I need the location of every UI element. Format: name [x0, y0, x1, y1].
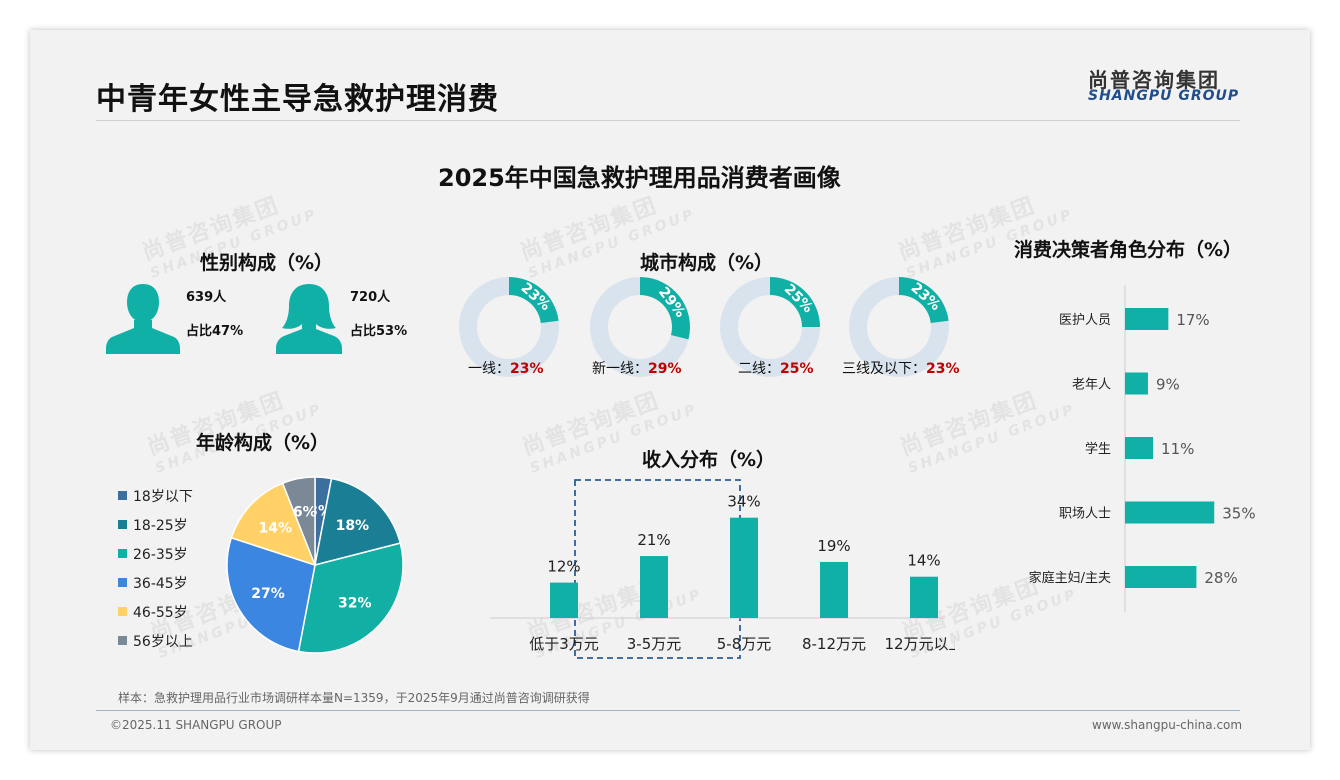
- income-bar: [910, 576, 938, 618]
- female-count: 720人: [350, 290, 391, 305]
- income-title: 收入分布（%）: [642, 449, 776, 471]
- income-value-label: 14%: [907, 552, 940, 570]
- page-title: 中青年女性主导急救护理消费: [96, 82, 499, 117]
- age-pie-slice: [226, 536, 316, 653]
- watermark: 尚普咨询集团 SHANGPU GROUP: [895, 193, 1077, 282]
- city-ring-segment: [509, 277, 559, 323]
- slide: 尚普咨询集团 SHANGPU GROUP 尚普咨询集团 SHANGPU GROUP …: [30, 30, 1310, 750]
- role-category-label: 医护人员: [1059, 313, 1111, 328]
- sample-note: 样本：急救护理用品行业市场调研样本量N=1359，于2025年9月通过尚普咨询调…: [118, 691, 590, 705]
- watermark: 尚普咨询集团 SHANGPU GROUP: [144, 388, 326, 477]
- footer-copyright: ©2025.11 SHANGPU GROUP: [110, 718, 282, 732]
- income-category-label: 12万元以上: [884, 635, 955, 653]
- legend-label: 18岁以下: [133, 488, 193, 505]
- male-share: 占比47%: [186, 324, 244, 339]
- city-label-4: 三线及以下：23%: [842, 361, 960, 377]
- role-bar: [1125, 501, 1215, 524]
- city-label-1: 一线：23%: [468, 361, 544, 377]
- footer-divider: [96, 710, 1240, 711]
- role-title: 消费决策者角色分布（%）: [1014, 239, 1243, 261]
- role-bar: [1125, 437, 1154, 459]
- role-value-label: 17%: [1176, 311, 1209, 329]
- role-category-label: 学生: [1085, 441, 1111, 457]
- legend-label: 46-55岁: [133, 604, 188, 621]
- male-count: 639人: [186, 290, 227, 305]
- age-legend-item: 18岁以下: [118, 481, 193, 510]
- age-legend-item: 26-35岁: [118, 539, 193, 568]
- city-label-2: 新一线：29%: [592, 361, 682, 377]
- city-title: 城市构成（%）: [640, 252, 774, 274]
- legend-swatch: [118, 491, 127, 500]
- age-pie-slice: [230, 482, 317, 567]
- legend-swatch: [118, 549, 127, 558]
- income-value-label: 21%: [637, 531, 670, 549]
- age-legend: 18岁以下 18-25岁 26-35岁 36-45岁 46-55岁 56岁以上: [118, 481, 193, 655]
- main-title: 2025年中国急救护理用品消费者画像: [438, 164, 841, 192]
- city-ring-segment: [899, 277, 949, 323]
- footer-website[interactable]: www.shangpu-china.com: [1092, 718, 1243, 732]
- income-bar: [640, 556, 668, 618]
- city-ring-segment: [640, 277, 690, 340]
- age-pie-slice: [314, 477, 402, 567]
- legend-label: 26-35岁: [133, 546, 188, 563]
- city-ring-charts: 23% 29% 25% 23%: [459, 277, 949, 377]
- income-bar-chart: 12% 低于3万元 21% 3-5万元 34% 5-8万元 19% 8-12万元 14% 12万元…: [490, 479, 955, 659]
- age-pie-slice: [281, 476, 316, 566]
- role-bar: [1125, 566, 1197, 588]
- logo-en: SHANGPU GROUP: [1088, 88, 1240, 104]
- income-category-label: 3-5万元: [627, 635, 682, 653]
- female-share: 占比53%: [350, 324, 408, 339]
- city-label-3: 二线：25%: [738, 361, 814, 377]
- age-pie-slice: [297, 542, 404, 654]
- age-legend-item: 18-25岁: [118, 510, 193, 539]
- logo-cn: 尚普咨询集团: [1088, 68, 1220, 92]
- age-title: 年龄构成（%）: [196, 432, 330, 454]
- age-legend-item: 46-55岁: [118, 597, 193, 626]
- age-pie-label: 18%: [336, 518, 370, 534]
- role-bar: [1125, 372, 1148, 395]
- role-bar-chart: 医护人员 17% 老年人 9% 学生 11% 职场人士 35% 家庭主妇/主夫 28%: [1029, 285, 1256, 612]
- city-ring-segment: [770, 277, 820, 327]
- legend-swatch: [118, 607, 127, 616]
- income-bar: [550, 582, 578, 618]
- income-bar: [730, 517, 758, 618]
- role-value-label: 35%: [1222, 505, 1255, 523]
- income-value-label: 12%: [547, 558, 580, 576]
- role-bar: [1125, 308, 1169, 330]
- legend-label: 56岁以上: [133, 633, 193, 650]
- legend-swatch: [118, 578, 127, 587]
- income-category-label: 8-12万元: [802, 635, 866, 653]
- age-pie-label: 27%: [251, 586, 285, 602]
- legend-label: 36-45岁: [133, 575, 188, 592]
- age-pie-label: 32%: [338, 595, 372, 611]
- age-legend-item: 36-45岁: [118, 568, 193, 597]
- role-category-label: 职场人士: [1059, 507, 1111, 522]
- legend-label: 18-25岁: [133, 517, 188, 534]
- male-icon: [106, 284, 180, 354]
- legend-swatch: [118, 636, 127, 645]
- female-icon: [276, 284, 342, 354]
- income-value-label: 34%: [727, 493, 760, 511]
- role-category-label: 老年人: [1072, 378, 1111, 393]
- age-pie-label: 14%: [258, 521, 292, 537]
- role-value-label: 9%: [1156, 376, 1180, 394]
- role-value-label: 11%: [1161, 440, 1194, 458]
- income-category-label: 5-8万元: [717, 635, 772, 653]
- age-legend-item: 56岁以上: [118, 626, 193, 655]
- title-divider: [96, 120, 1240, 121]
- role-value-label: 28%: [1204, 569, 1237, 587]
- role-category-label: 家庭主妇/主夫: [1029, 570, 1111, 586]
- gender-title: 性别构成（%）: [200, 252, 334, 274]
- age-pie-chart: 3%18%32%27%14%6%: [226, 476, 404, 654]
- income-category-label: 低于3万元: [529, 635, 599, 653]
- income-value-label: 19%: [817, 537, 850, 555]
- age-pie-label: 6%: [293, 504, 317, 520]
- income-bar: [820, 561, 848, 618]
- legend-swatch: [118, 520, 127, 529]
